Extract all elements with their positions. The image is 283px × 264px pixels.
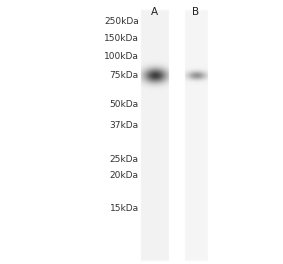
Text: 50kDa: 50kDa bbox=[110, 100, 139, 109]
Text: 75kDa: 75kDa bbox=[110, 71, 139, 80]
Text: 100kDa: 100kDa bbox=[104, 52, 139, 61]
Text: B: B bbox=[192, 7, 199, 17]
Text: 37kDa: 37kDa bbox=[110, 121, 139, 130]
Text: 25kDa: 25kDa bbox=[110, 155, 139, 164]
Text: 20kDa: 20kDa bbox=[110, 171, 139, 180]
Text: A: A bbox=[151, 7, 158, 17]
Text: 15kDa: 15kDa bbox=[110, 204, 139, 213]
Text: 150kDa: 150kDa bbox=[104, 34, 139, 43]
Text: 250kDa: 250kDa bbox=[104, 17, 139, 26]
